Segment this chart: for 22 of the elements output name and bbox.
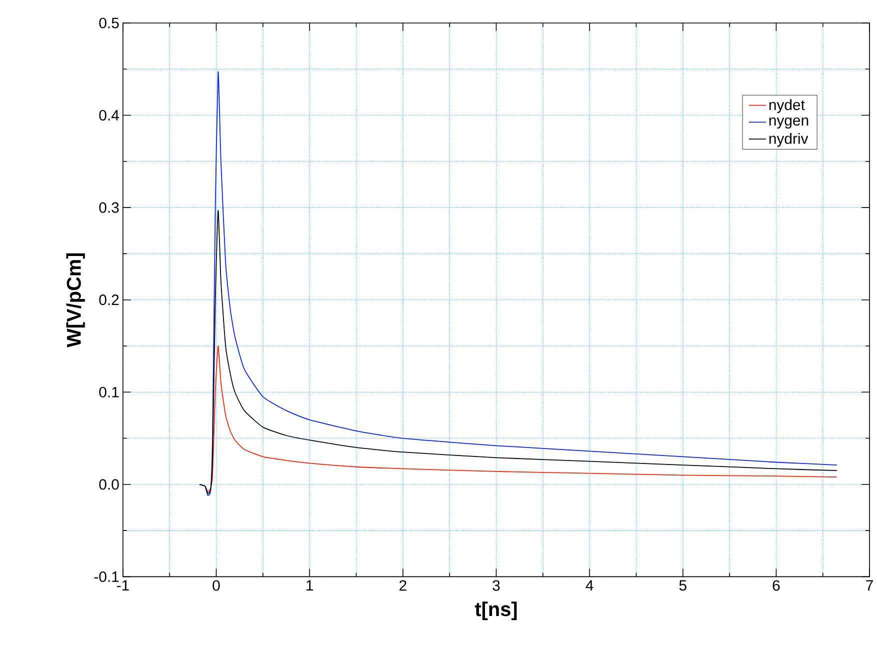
y-tick-label: 0.5 [99, 18, 119, 28]
y-tick-label: 0.2 [99, 294, 119, 306]
y-tick-label: 0.1 [99, 387, 119, 398]
x-tick-label: 5 [679, 580, 686, 591]
y-tick-label: -0.1 [94, 572, 119, 582]
y-tick-label: 0.4 [99, 110, 119, 121]
line-series [199, 210, 838, 494]
y-axis-title: W[V/pCm] [66, 254, 85, 348]
y-tick-label: 0.0 [99, 479, 119, 490]
x-tick-label: 7 [866, 580, 873, 591]
x-tick-label: 4 [586, 580, 594, 591]
x-tick-label: 3 [492, 580, 500, 591]
x-axis-title: t[ns] [474, 602, 517, 620]
legend-label: nydet [769, 99, 805, 114]
legend-label: nydriv [769, 133, 808, 148]
x-tick-label: 2 [400, 580, 406, 591]
x-tick-label: 1 [306, 580, 314, 591]
x-tick-label: 0 [212, 580, 220, 591]
x-tick-label: -1 [116, 580, 129, 591]
legend-label: nygen [769, 118, 808, 129]
x-tick-label: 6 [772, 580, 780, 591]
y-tick-label: 0.3 [99, 202, 119, 214]
